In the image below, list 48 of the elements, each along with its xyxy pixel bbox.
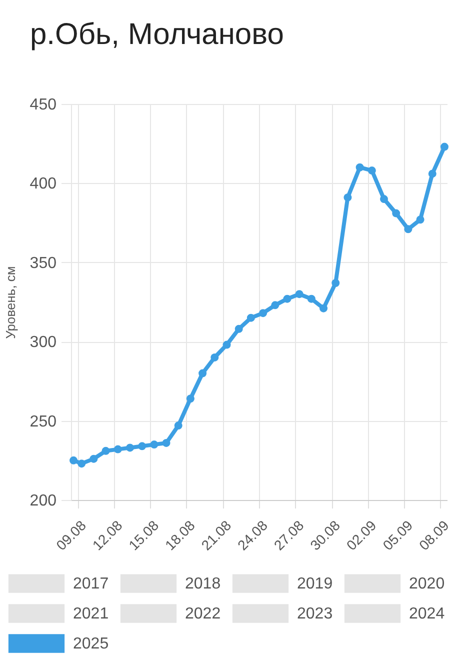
point [368, 166, 376, 175]
point [174, 422, 182, 430]
point [186, 394, 194, 403]
legend-label: 2022 [185, 606, 221, 622]
legend-label: 2021 [73, 606, 109, 622]
legend-label: 2017 [73, 576, 109, 593]
point [380, 195, 388, 204]
point [440, 142, 448, 151]
y-tick-label: 200 [30, 492, 57, 510]
point [344, 193, 352, 202]
legend-label: 2018 [185, 576, 221, 593]
point [283, 294, 292, 303]
y-tick-label: 450 [30, 96, 57, 114]
point [356, 163, 364, 172]
point [392, 209, 400, 218]
point [307, 294, 316, 303]
point [90, 454, 98, 463]
point [259, 309, 268, 318]
point [150, 440, 158, 449]
point [114, 445, 122, 454]
point [102, 446, 110, 455]
point [295, 290, 304, 298]
point [320, 304, 328, 312]
point [271, 301, 280, 310]
point [332, 279, 340, 287]
point [246, 314, 255, 322]
point [78, 460, 86, 468]
point [416, 216, 424, 224]
y-tick-label: 350 [30, 254, 57, 272]
point [162, 438, 170, 447]
point [428, 170, 436, 178]
legend-label: 2025 [73, 636, 109, 652]
y-tick-label: 250 [30, 413, 57, 430]
legend-label: 2023 [297, 606, 333, 622]
point [234, 324, 243, 333]
y-tick-label: 400 [30, 176, 57, 193]
point [198, 369, 207, 378]
point [138, 442, 146, 450]
y-axis-title: Уровень, см [2, 266, 18, 339]
point [404, 225, 412, 234]
y-tick-label: 300 [30, 334, 57, 352]
point [126, 444, 134, 452]
legend-label: 2019 [297, 576, 333, 593]
chart-title: р.Обь, Молчаново [30, 18, 284, 51]
point [222, 340, 231, 349]
point [210, 353, 219, 362]
legend-label: 2020 [409, 576, 445, 593]
legend-label: 2024 [409, 606, 445, 622]
